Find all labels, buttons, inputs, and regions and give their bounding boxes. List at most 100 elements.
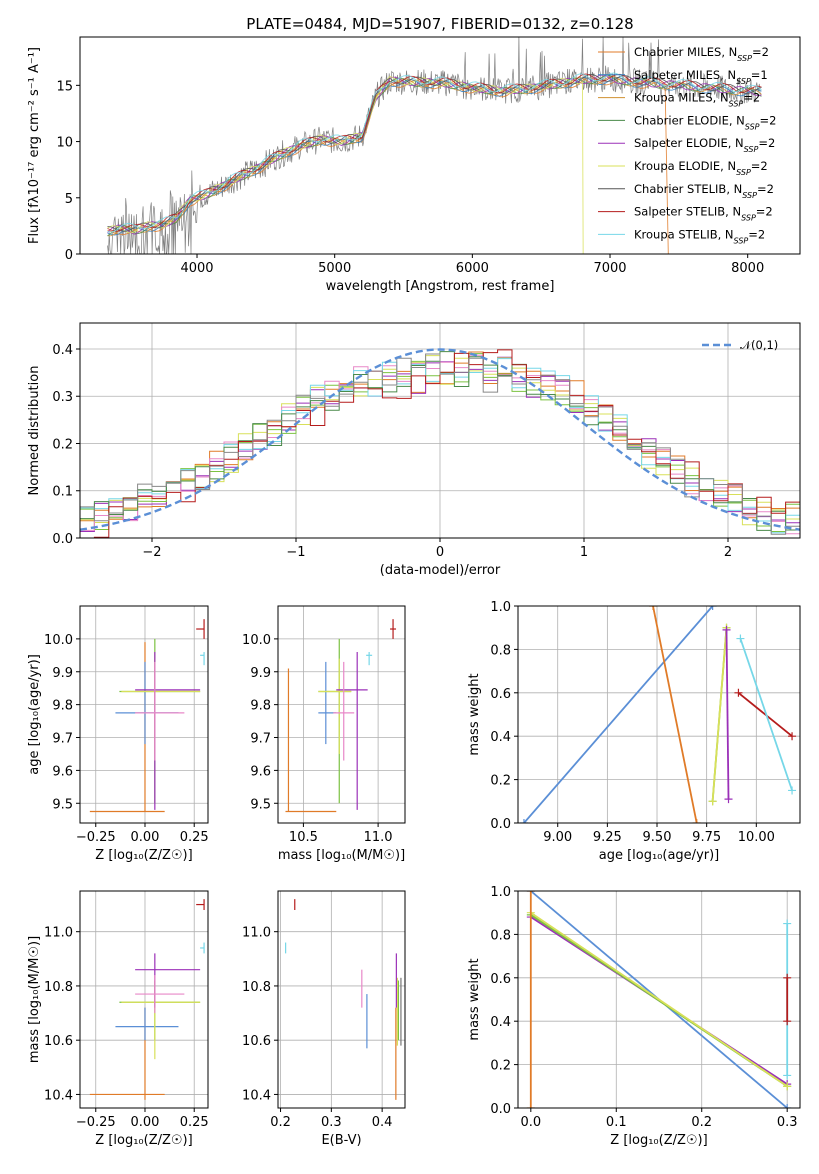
x-tick-label: −2 (142, 545, 161, 560)
x-tick-label: 10.5 (289, 830, 318, 845)
weight-line (523, 606, 714, 823)
y-tick-label: 0.3 (52, 390, 73, 405)
y-tick-label: 0.6 (490, 972, 511, 987)
y-tick-label: 9.9 (250, 666, 271, 681)
plot-area-age_vs_Z (89, 619, 205, 813)
weight-marker (783, 1071, 792, 1080)
x-tick-label: 0.0 (520, 1115, 541, 1130)
x-tick-label: 8000 (731, 261, 764, 276)
x-tick-label: 11.0 (364, 830, 393, 845)
weight-marker (783, 919, 792, 928)
grid-mass_vs_ebv (278, 891, 405, 1108)
x-tick-label: 9.25 (593, 830, 622, 845)
y-axis-label: age [log₁₀(age/yr)] (27, 654, 42, 775)
plot-area-mass_vs_ebv (285, 899, 402, 1100)
weight-marker (783, 1104, 792, 1108)
x-tick-label: 0.2 (270, 1115, 291, 1130)
x-axis-label: E(B-V) (321, 1133, 361, 1148)
x-tick-label: 0.4 (372, 1115, 393, 1130)
weight-marker (649, 606, 658, 610)
weight-line (530, 911, 788, 1088)
y-tick-label: 10.4 (242, 1088, 271, 1103)
panel-age_vs_mass: 10.5 11.0 9.5 9.6 9.7 9.8 9.9 10.0 mass [log₁₀(M… (242, 605, 406, 863)
legend-entry: Salpeter MILES, NSSP=1 (634, 68, 768, 86)
x-axis-label: wavelength [Angstrom, rest frame] (326, 279, 555, 294)
x-axis-label: (data-model)/error (380, 563, 501, 578)
model-line (107, 74, 762, 232)
weight-marker (734, 688, 743, 697)
y-axis-label: mass weight (467, 673, 482, 755)
y-tick-label: 10.6 (242, 1034, 271, 1049)
weight-line (739, 638, 793, 791)
x-tick-label: 9.50 (643, 830, 672, 845)
y-axis-label: Flux [fλ10⁻¹⁷ erg cm⁻² s⁻¹ A⁻¹] (27, 47, 42, 244)
weight-marker (526, 1104, 535, 1108)
y-axis-label: Normed distribution (27, 366, 42, 496)
y-tick-label: 10 (56, 136, 73, 151)
axes-frame (79, 36, 801, 255)
x-tick-label: 0.1 (606, 1115, 627, 1130)
y-tick-label: 11.0 (44, 926, 73, 941)
y-tick-label: 1.0 (490, 600, 511, 615)
legend-entry: Chabrier STELIB, NSSP=2 (634, 182, 774, 200)
weight-line (737, 692, 793, 737)
plot-area-age_vs_mass (285, 619, 397, 813)
legend-entry: Chabrier ELODIE, NSSP=2 (634, 113, 776, 130)
x-tick-label: 0.3 (777, 1115, 798, 1130)
gaussian-curve (80, 348, 800, 531)
plot-area-mass_weight_vs_Z (526, 891, 792, 1108)
panel-mass_vs_ebv: 0.2 0.3 0.4 10.4 10.6 10.8 11.0 E(B-V) (242, 890, 406, 1148)
weight-marker (783, 973, 792, 982)
x-axis-label: age [log₁₀(age/yr)] (599, 848, 720, 863)
histogram-series (80, 349, 800, 538)
y-tick-label: 11.0 (242, 926, 271, 941)
legend-entry: 𝒩(0,1) (740, 338, 778, 352)
x-tick-label: 4000 (180, 261, 213, 276)
y-tick-label: 0.0 (490, 817, 511, 832)
y-axis-label: mass weight (467, 958, 482, 1040)
y-tick-label: 9.9 (52, 666, 73, 681)
y-tick-label: 0.4 (490, 1015, 511, 1030)
plot-area-residual_hist (80, 348, 800, 538)
panel-spectrum: 4000 5000 6000 7000 8000 0 5 10 15 wavelength [An… (27, 36, 801, 294)
y-tick-label: 1.0 (490, 885, 511, 900)
y-tick-label: 15 (56, 79, 73, 94)
y-tick-label: 10.0 (44, 633, 73, 648)
y-tick-label: 10.8 (44, 980, 73, 995)
y-tick-label: 10.8 (242, 980, 271, 995)
y-tick-label: 0.8 (490, 643, 511, 658)
x-tick-label: 2 (724, 545, 732, 560)
y-tick-label: 0.0 (490, 1102, 511, 1117)
y-tick-label: 0.6 (490, 687, 511, 702)
axes-frame (277, 605, 406, 824)
y-tick-label: 0.8 (490, 928, 511, 943)
y-tick-label: 10.6 (44, 1034, 73, 1049)
axes-frame (79, 890, 209, 1109)
x-tick-label: −0.25 (76, 1115, 116, 1130)
x-axis-label: Z [log₁₀(Z/Z☉)] (610, 1133, 707, 1148)
x-tick-label: 9.75 (692, 830, 721, 845)
legend-entry: Kroupa ELODIE, NSSP=2 (634, 159, 768, 177)
histogram-series (80, 353, 800, 535)
y-tick-label: 9.8 (250, 699, 271, 714)
legend: Chabrier MILES, NSSP=2 Salpeter MILES, NS… (598, 45, 776, 245)
weight-marker (708, 606, 717, 610)
weight-line (652, 606, 698, 823)
y-tick-label: 9.7 (52, 732, 73, 747)
y-tick-label: 0.2 (52, 437, 73, 452)
x-tick-label: 9.00 (543, 830, 572, 845)
weight-marker (788, 732, 797, 741)
legend-entry: Salpeter ELODIE, NSSP=2 (634, 136, 775, 154)
weight-marker (519, 819, 528, 823)
x-tick-label: 0.3 (321, 1115, 342, 1130)
y-tick-label: 0.2 (490, 1059, 511, 1074)
y-tick-label: 10.4 (44, 1088, 73, 1103)
y-tick-label: 9.8 (52, 699, 73, 714)
x-tick-label: −1 (286, 545, 305, 560)
y-tick-label: 9.5 (250, 797, 271, 812)
x-tick-label: 0.2 (691, 1115, 712, 1130)
model-line (107, 75, 762, 237)
x-tick-label: −0.25 (76, 830, 116, 845)
weight-marker (692, 819, 701, 823)
y-tick-label: 5 (65, 192, 73, 207)
